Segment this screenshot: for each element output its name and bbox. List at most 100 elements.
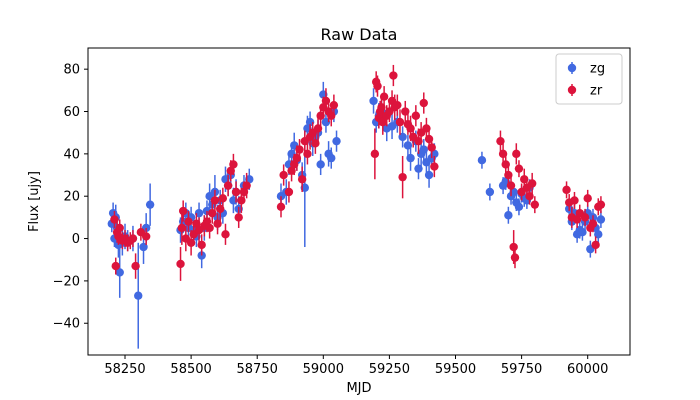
data-point-zg [594,230,603,239]
data-point-zr [562,185,571,195]
data-point-zr [178,206,188,216]
data-point-zg [419,145,428,154]
data-point-zr [514,164,524,173]
data-point-zg [139,242,148,252]
data-point-zr [496,136,505,146]
data-point-zr [527,179,537,188]
data-point-zr [370,149,380,159]
data-point-zr [583,194,592,203]
data-point-zr [379,92,389,101]
data-point-zr [221,230,230,239]
data-point-zr [430,162,439,171]
data-point-zg [398,132,407,142]
data-point-zg [134,291,143,300]
data-point-zg [514,202,524,211]
data-point-zr [570,196,579,205]
data-point-zr [427,143,436,152]
x-tick-label: 59750 [501,362,542,377]
data-point-zr [512,149,521,159]
data-point-zr [111,261,120,271]
data-point-zg [332,136,341,146]
data-point-zr [389,71,398,80]
data-point-zg [596,215,606,224]
data-point-zr [295,145,304,154]
x-axis-label: MJD [346,381,371,396]
data-point-zr [588,219,598,228]
legend-label-zr: zr [590,84,603,99]
data-point-zr [234,213,243,222]
data-point-zr [506,181,516,190]
y-tick-label: 20 [63,190,80,205]
data-point-zr [510,253,520,262]
data-point-zr [303,149,312,159]
data-point-zr [213,219,222,228]
data-point-zr [279,170,288,180]
data-point-zr [393,100,402,110]
data-point-zr [501,160,510,169]
y-tick-label: −20 [53,274,80,289]
data-point-zr [210,196,220,205]
data-point-zr [395,117,405,127]
data-point-zr [596,200,606,209]
plot-frame [87,47,631,356]
data-point-zr [205,223,214,233]
y-tick-label: 0 [72,232,80,247]
data-point-zr [197,240,206,250]
legend-marker-zg [567,63,577,73]
data-point-zg [485,187,495,197]
data-point-zr [525,192,534,201]
x-tick-label: 58250 [104,362,145,377]
data-point-zr [398,172,407,182]
x-tick-label: 58750 [237,362,278,377]
series-zr [110,64,606,281]
x-tick-label: 59500 [435,362,476,377]
data-point-zr [284,187,294,197]
y-axis-label: Flux [ujy] [27,171,42,232]
data-point-zr [223,181,233,190]
data-point-zr [297,175,307,184]
data-point-zr [580,213,590,222]
data-point-zr [591,240,600,250]
data-point-zr [110,215,119,224]
legend-marker-zr [567,85,577,95]
data-point-zg [414,164,423,173]
legend: zg zr [555,53,623,105]
data-point-zg [504,211,513,220]
data-point-zr [313,124,323,133]
data-point-zr [128,234,138,243]
legend-box [555,53,623,105]
data-point-zr [411,111,421,120]
data-point-zr [131,261,140,271]
y-tick-label: 80 [63,63,80,78]
data-point-zr [509,242,518,252]
data-point-zg [115,268,124,277]
data-point-zr [231,187,241,197]
data-point-zr [176,259,185,269]
data-point-zg [327,153,336,163]
data-point-zr [184,217,193,226]
x-tick-label: 60000 [567,362,608,377]
legend-label-zg: zg [590,62,605,77]
y-tick-label: −40 [53,317,80,332]
data-point-zr [141,232,151,241]
data-point-zr [329,100,339,110]
data-point-zr [218,194,228,203]
data-point-zr [498,149,508,159]
data-point-zr [311,139,320,148]
data-point-zr [115,223,124,233]
x-tick-label: 58500 [170,362,211,377]
data-point-zg [406,153,415,163]
x-tick-label: 59000 [303,362,344,377]
data-point-zr [419,98,428,108]
data-point-zr [378,117,387,127]
y-tick-label: 60 [63,105,80,120]
data-point-zr [208,208,217,218]
data-point-zg [145,200,155,209]
data-point-zr [401,107,410,116]
data-point-zg [477,156,487,165]
data-point-zg [316,160,325,169]
chart-title: Raw Data [321,25,398,44]
data-point-zr [177,223,187,233]
data-point-zg [578,228,587,237]
y-tick-label: 40 [63,147,80,162]
